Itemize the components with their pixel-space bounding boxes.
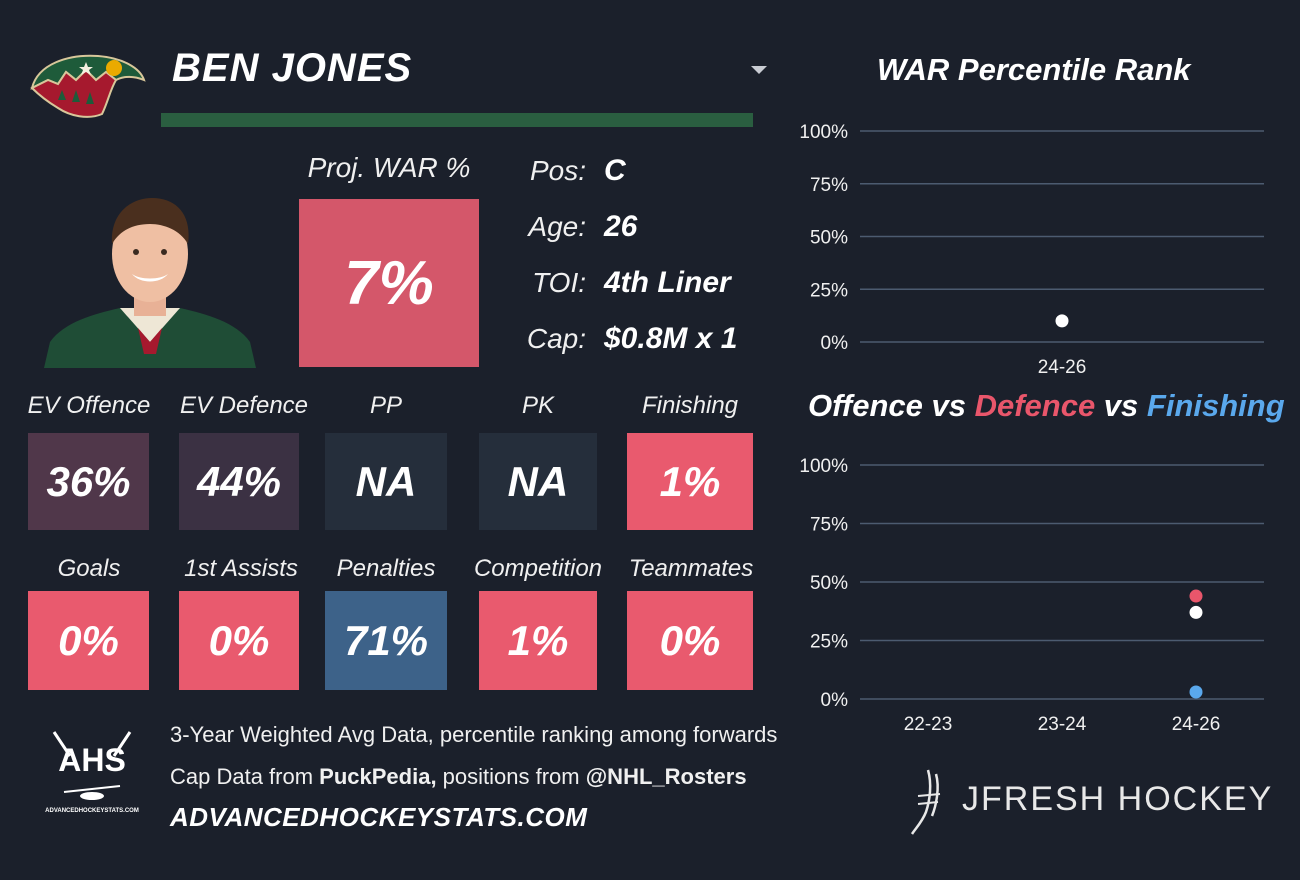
ovd-chart: 0% 25% 50% 75% 100% 22-23 23-24 24-26	[799, 456, 1264, 735]
war-percentile-chart: 0% 25% 50% 75% 100% 24-26	[799, 122, 1264, 378]
tile-goals: 0%	[28, 591, 149, 690]
proj-war-value: 7%	[299, 199, 479, 367]
x-tick-label: 24-26	[1038, 357, 1087, 378]
info-row-age: Age: 26	[500, 210, 800, 250]
ovd-chart-title: Offence vs Defence vs Finishing	[808, 388, 1285, 424]
footer-url[interactable]: ADVANCEDHOCKEYSTATS.COM	[170, 802, 588, 832]
tile-label-ev-defence: EV Defence	[179, 392, 309, 419]
x-tick-label: 24-26	[1172, 714, 1221, 735]
y-tick-label: 25%	[810, 632, 848, 653]
info-value: 26	[604, 210, 638, 243]
proj-war-label: Proj. WAR %	[307, 152, 471, 183]
info-key: Pos:	[529, 155, 586, 186]
y-tick-label: 50%	[810, 573, 848, 594]
tile-label-finishing: Finishing	[641, 392, 739, 419]
tile-pp: NA	[325, 433, 447, 530]
info-key: TOI:	[532, 267, 586, 298]
y-tick-label: 50%	[810, 228, 848, 249]
tile-label-pk: PK	[521, 392, 554, 419]
war-chart-title: WAR Percentile Rank	[877, 52, 1191, 87]
brand-text: JFRESH HOCKEY	[962, 780, 1274, 818]
y-tick-label: 25%	[810, 280, 848, 301]
tile-label-competition: Competition	[473, 555, 603, 582]
info-value: 4th Liner	[604, 266, 731, 299]
info-row-toi: TOI: 4th Liner	[500, 266, 800, 306]
y-tick-label: 0%	[821, 690, 849, 711]
info-value: $0.8M x 1	[604, 322, 738, 355]
title-finishing: Finishing	[1146, 388, 1285, 423]
info-key: Age:	[528, 211, 586, 242]
player-dropdown[interactable]	[749, 60, 769, 80]
jfresh-logo-icon	[906, 766, 946, 838]
title-defence: Defence	[974, 388, 1096, 423]
footer-credits: Cap Data from PuckPedia, positions from …	[170, 764, 747, 790]
y-tick-label: 75%	[810, 175, 848, 196]
footer-credits-pre: Cap Data from	[170, 764, 320, 789]
y-tick-label: 0%	[821, 333, 849, 354]
chevron-down-icon[interactable]	[751, 66, 767, 74]
tile-label-penalties: Penalties	[336, 555, 436, 582]
tile-label-teammates: Teammates	[628, 555, 754, 582]
data-point	[1189, 685, 1203, 699]
title-offence: Offence	[808, 388, 923, 423]
tile-label-first-assists: 1st Assists	[184, 555, 298, 582]
title-vs: vs	[922, 388, 975, 423]
ahs-logo-icon: AHS ADVANCEDHOCKEYSTATS.COM	[40, 726, 144, 820]
data-point	[1189, 589, 1203, 603]
player-name: BEN JONES	[172, 46, 413, 90]
info-row-cap: Cap: $0.8M x 1	[500, 322, 800, 362]
info-row-position: Pos: C	[500, 154, 800, 194]
info-value: C	[604, 154, 626, 187]
puckpedia-link[interactable]: PuckPedia,	[319, 764, 437, 789]
tile-ev-offence: 36%	[28, 433, 149, 530]
name-bar-fill	[161, 113, 753, 127]
tile-penalties: 71%	[325, 591, 447, 690]
info-key: Cap:	[526, 323, 586, 354]
y-tick-label: 75%	[810, 515, 848, 536]
tile-teammates: 0%	[627, 591, 753, 690]
tile-pk: NA	[479, 433, 597, 530]
name-bar	[161, 113, 753, 127]
tile-competition: 1%	[479, 591, 597, 690]
tile-finishing: 1%	[627, 433, 753, 530]
y-tick-label: 100%	[799, 456, 848, 477]
ahs-logo-text: AHS	[58, 742, 126, 778]
x-tick-label: 22-23	[904, 714, 953, 735]
player-photo	[44, 192, 256, 368]
team-logo-icon	[28, 50, 148, 124]
footer-credits-mid: positions from	[436, 764, 586, 789]
nhl-rosters-link[interactable]: @NHL_Rosters	[585, 764, 747, 789]
tile-label-pp: PP	[369, 392, 402, 419]
title-vs: vs	[1095, 388, 1147, 423]
ahs-logo-sub: ADVANCEDHOCKEYSTATS.COM	[45, 808, 139, 814]
data-point	[1055, 314, 1069, 328]
data-point	[1189, 605, 1203, 619]
x-tick-label: 23-24	[1038, 714, 1087, 735]
tile-label-ev-offence: EV Offence	[27, 392, 151, 419]
y-tick-label: 100%	[799, 122, 848, 143]
tile-first-assists: 0%	[179, 591, 299, 690]
footer-note: 3-Year Weighted Avg Data, percentile ran…	[170, 722, 778, 747]
tile-label-goals: Goals	[57, 555, 121, 582]
tile-ev-defence: 44%	[179, 433, 299, 530]
